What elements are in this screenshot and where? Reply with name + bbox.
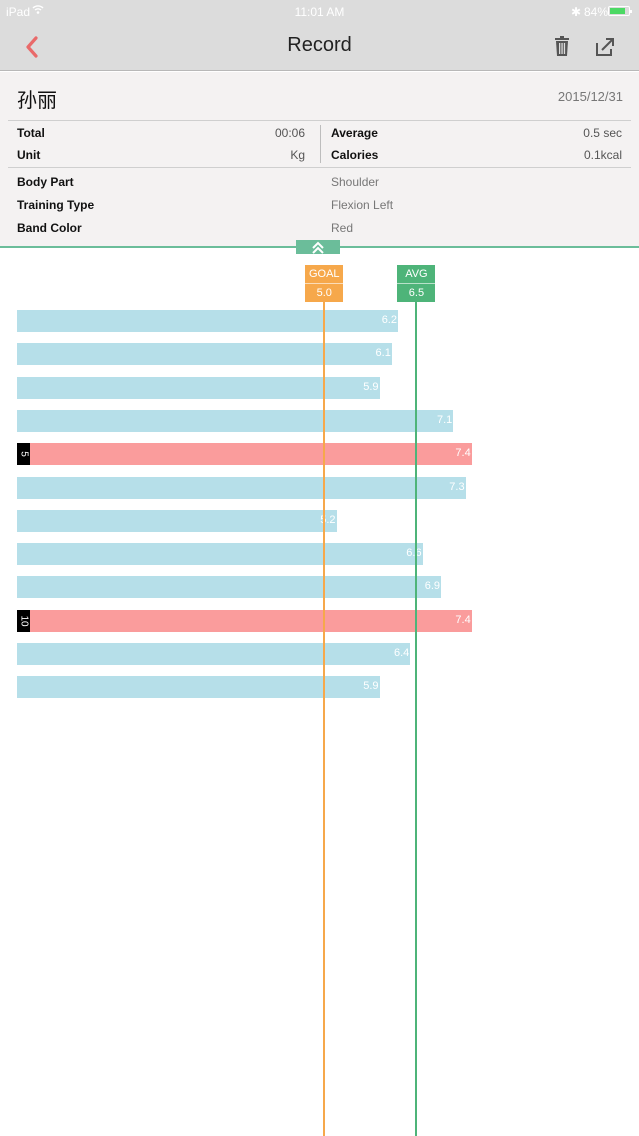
rep-bar-7: 5.2: [17, 509, 337, 532]
goal-line: [323, 265, 326, 1136]
body-part-value: Shoulder: [331, 175, 380, 189]
wifi-icon: [32, 5, 44, 14]
rep-bar-3: 5.9: [17, 376, 380, 399]
rep-bar-value: 6.9: [424, 580, 440, 593]
battery-percent: 84%: [584, 5, 609, 19]
rep-bar-10: 7.4: [17, 609, 472, 632]
calories-label: Calories: [331, 148, 379, 162]
goal-marker: GOAL 5.0: [305, 265, 344, 302]
band-color-label: Band Color: [17, 221, 82, 235]
rep-number-tag: 10: [17, 609, 30, 632]
page-title: Record: [287, 34, 352, 56]
back-chevron-icon[interactable]: [22, 34, 42, 60]
rep-bar-9: 6.9: [17, 576, 441, 599]
rep-bar-value: 6.1: [375, 347, 391, 360]
avg-marker-value: 6.5: [397, 283, 436, 302]
rep-bar-1: 6.2: [17, 310, 398, 332]
rep-bar-value: 7.4: [455, 447, 471, 460]
rep-bar-value: 6.4: [393, 647, 410, 659]
user-name: 孙丽: [17, 90, 57, 112]
rep-bar-5: 7.4: [17, 443, 472, 466]
training-type-value: Flexion Left: [331, 198, 394, 212]
rep-bar-value: 6.2: [381, 314, 397, 326]
double-chevron-up-icon: [312, 241, 324, 254]
rep-bar-2: 6.1: [17, 343, 392, 366]
average-label: Average: [331, 126, 378, 140]
rep-bar-value: 7.3: [449, 480, 465, 493]
goal-marker-label: GOAL: [308, 268, 340, 280]
avg-marker-label: AVG: [405, 268, 428, 280]
trash-icon[interactable]: [552, 35, 572, 57]
battery-icon: [608, 6, 632, 16]
navigation-bar: Record: [0, 24, 639, 71]
divider: [8, 167, 631, 168]
bluetooth-icon: ✱: [571, 5, 582, 19]
rep-number-tag: 5: [17, 443, 30, 466]
band-color-value: Red: [331, 221, 354, 235]
total-label: Total: [17, 126, 45, 140]
rep-bar-value: 5.9: [363, 680, 379, 693]
rep-bar-value: 7.4: [455, 613, 471, 626]
rep-bar-11: 6.4: [17, 643, 411, 665]
unit-label: Unit: [17, 148, 41, 162]
rep-bar-8: 6.6: [17, 543, 423, 566]
carrier-label: iPad: [6, 5, 31, 19]
goal-marker-value: 5.0: [305, 283, 344, 302]
record-summary-panel: 孙丽 2015/12/31 Total 00:06 Average 0.5 se…: [0, 71, 639, 248]
rep-bar-value: 7.1: [436, 413, 453, 426]
divider: [8, 120, 631, 121]
collapse-panel-button[interactable]: [296, 240, 340, 254]
rep-bar-6: 7.3: [17, 476, 466, 499]
calories-value: 0.1kcal: [583, 148, 622, 162]
rep-number-label: 10: [18, 615, 29, 627]
body-part-label: Body Part: [17, 175, 74, 189]
average-line: [415, 265, 418, 1136]
status-bar: iPad 11:01 AM ✱ 84%: [0, 0, 639, 24]
rep-number-label: 5: [18, 451, 29, 457]
average-value: 0.5 sec: [583, 126, 622, 140]
unit-value: Kg: [290, 148, 305, 162]
column-divider: [320, 125, 321, 163]
record-date: 2015/12/31: [557, 89, 623, 104]
rep-bar-4: 7.1: [17, 409, 454, 432]
status-time: 11:01 AM: [294, 5, 345, 19]
rep-bar-12: 5.9: [17, 676, 380, 699]
avg-marker: AVG 6.5: [397, 265, 436, 302]
training-type-label: Training Type: [17, 198, 95, 212]
rep-bar-value: 6.6: [406, 547, 422, 560]
share-icon[interactable]: [594, 35, 616, 57]
rep-bar-value: 5.9: [363, 380, 379, 393]
total-value: 00:06: [274, 126, 305, 140]
